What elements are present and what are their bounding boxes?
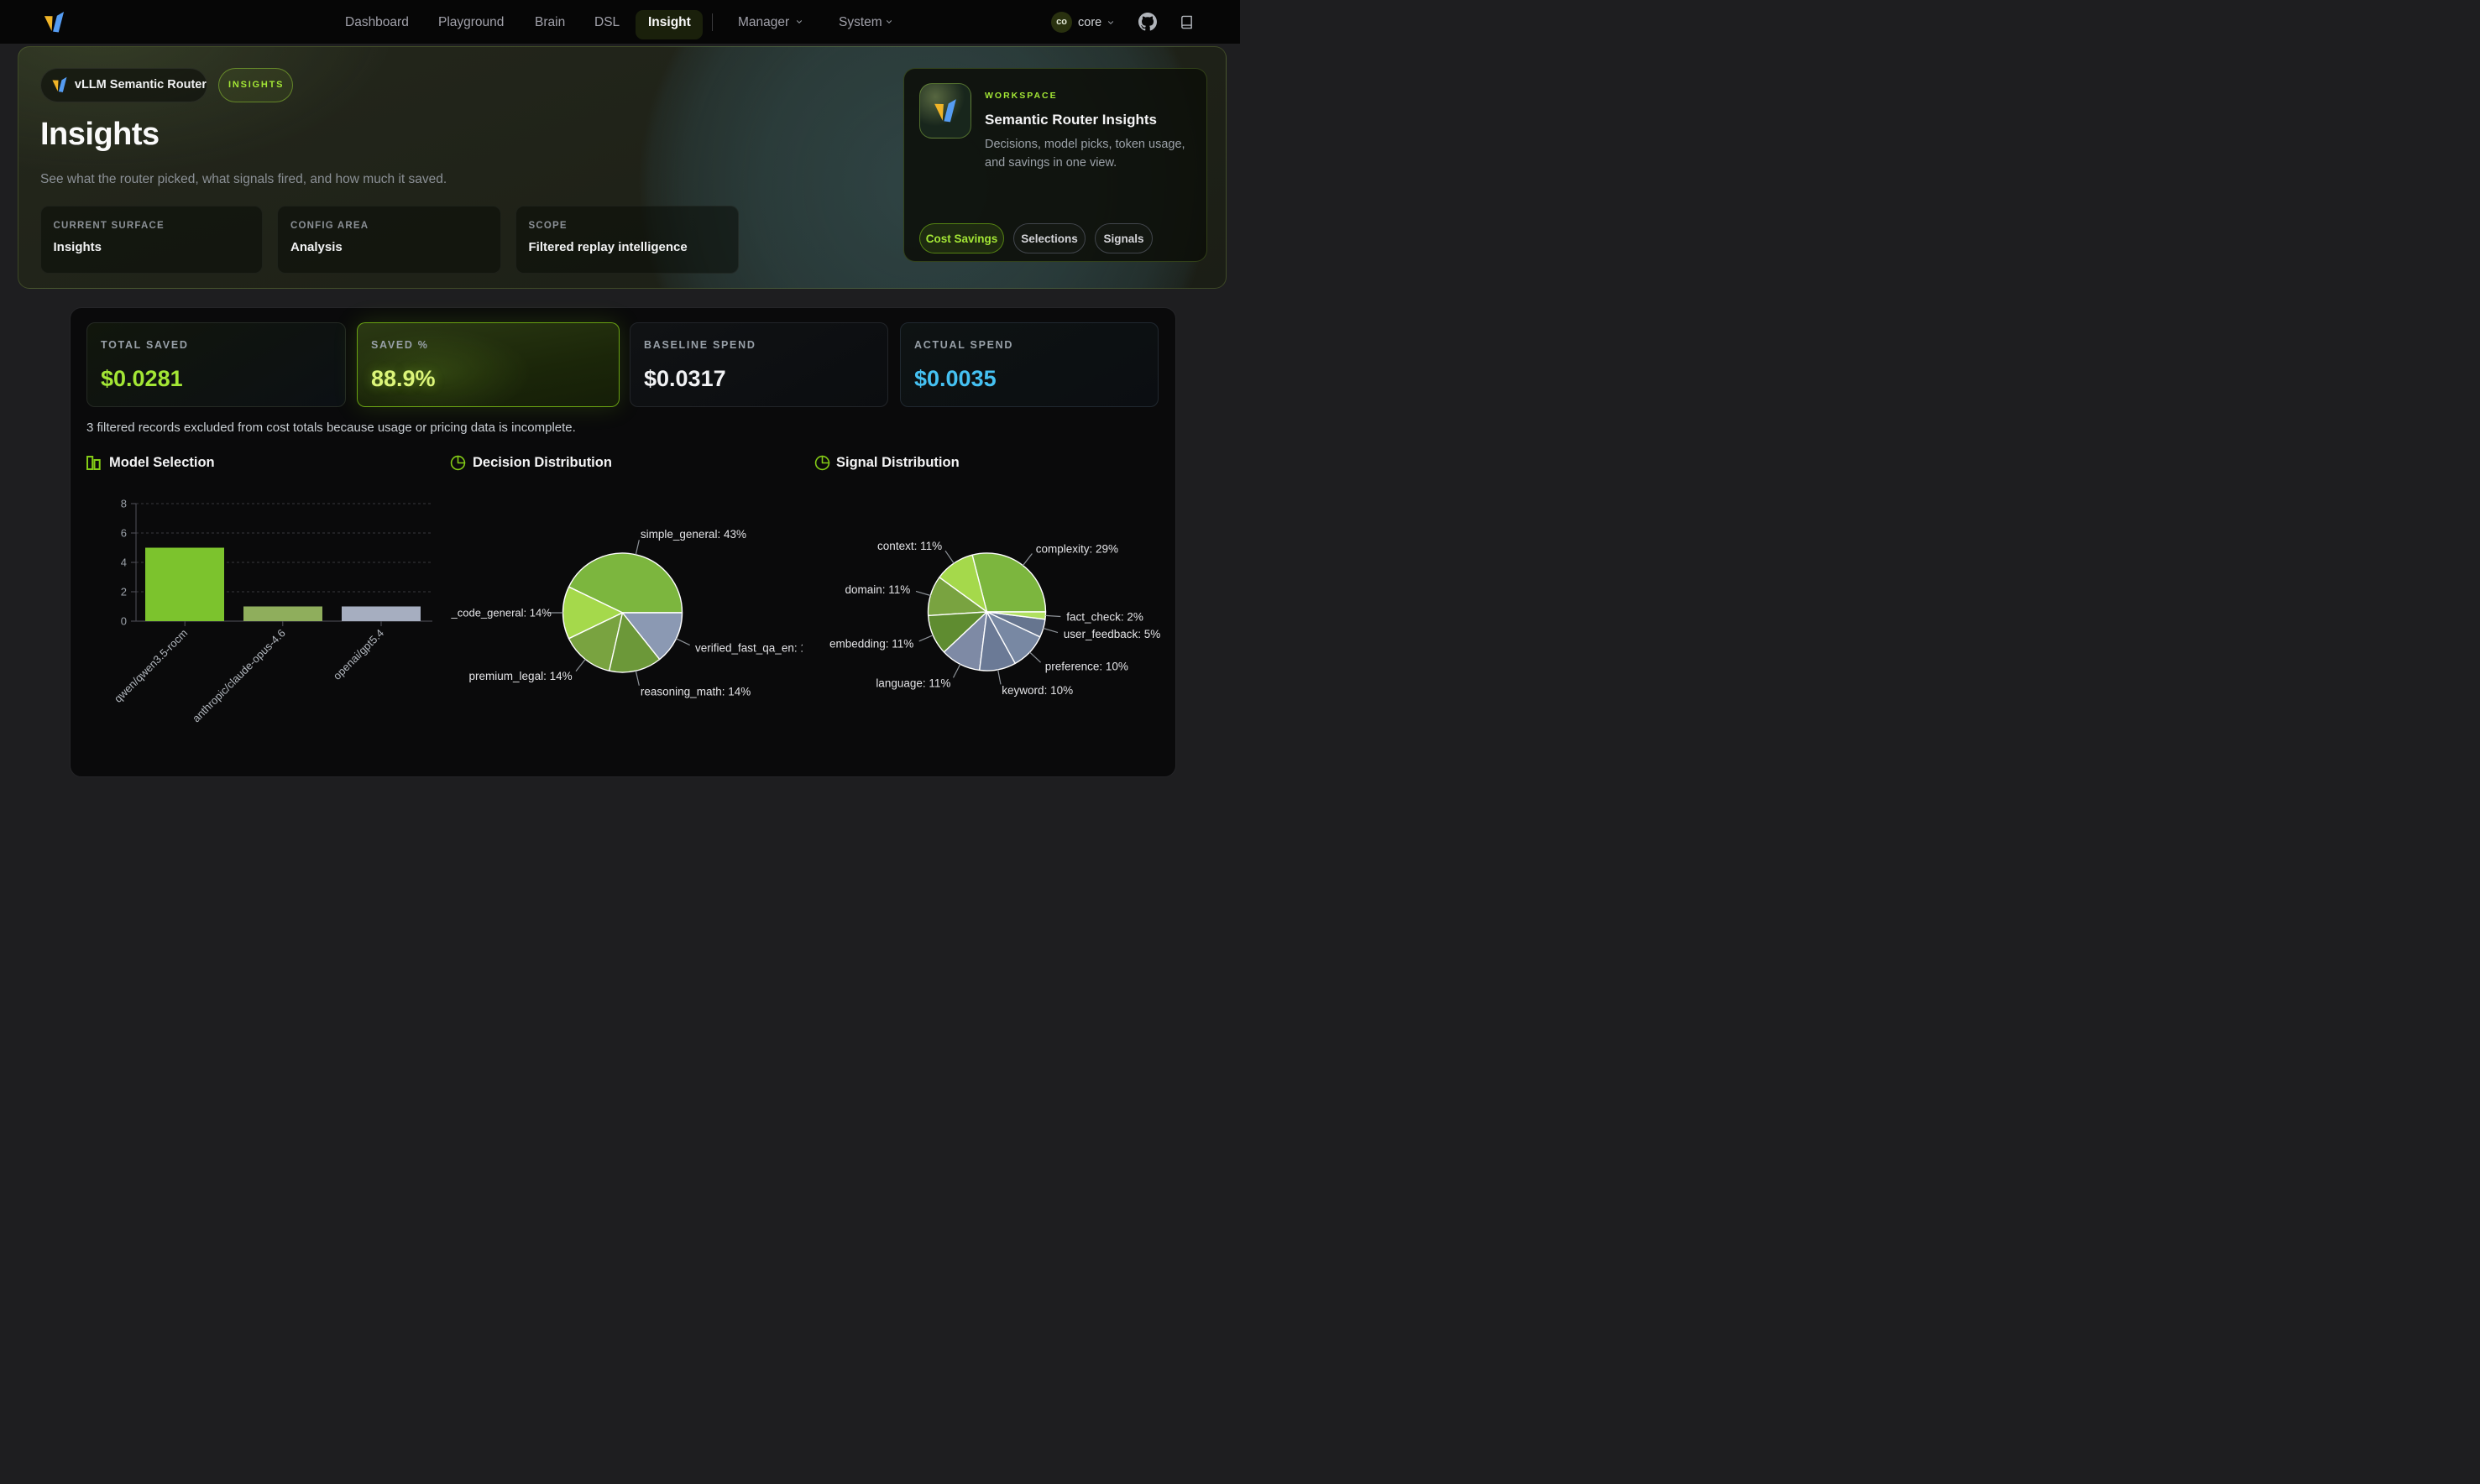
- svg-text:premium_legal: 14%: premium_legal: 14%: [469, 670, 573, 682]
- svg-text:anthropic/claude-opus-4.6: anthropic/claude-opus-4.6: [190, 627, 288, 725]
- svg-text:8: 8: [121, 498, 127, 510]
- svg-text:qwen/qwen3.5-rocm: qwen/qwen3.5-rocm: [112, 627, 190, 705]
- svg-text:domain: 11%: domain: 11%: [845, 583, 911, 596]
- svg-text:language: 11%: language: 11%: [876, 677, 950, 689]
- svg-text:0: 0: [121, 615, 127, 628]
- svg-text:4: 4: [121, 556, 127, 569]
- svg-text:_code_general: 14%: _code_general: 14%: [451, 607, 552, 619]
- svg-text:embedding: 11%: embedding: 11%: [829, 637, 913, 650]
- svg-text:preference: 10%: preference: 10%: [1045, 661, 1128, 673]
- svg-text:6: 6: [121, 527, 127, 540]
- svg-text:fact_check: 2%: fact_check: 2%: [1066, 611, 1143, 624]
- svg-text:simple_general: 43%: simple_general: 43%: [641, 528, 746, 541]
- svg-text:keyword: 10%: keyword: 10%: [1002, 684, 1073, 697]
- svg-text:complexity: 29%: complexity: 29%: [1036, 543, 1118, 556]
- svg-text:user_feedback: 5%: user_feedback: 5%: [1064, 628, 1161, 640]
- svg-text:reasoning_math: 14%: reasoning_math: 14%: [641, 685, 751, 698]
- svg-text:verified_fast_qa_en: 14%: verified_fast_qa_en: 14%: [695, 641, 803, 654]
- svg-text:context: 11%: context: 11%: [877, 540, 942, 552]
- svg-text:2: 2: [121, 586, 127, 598]
- svg-text:openai/gpt5.4: openai/gpt5.4: [331, 627, 386, 682]
